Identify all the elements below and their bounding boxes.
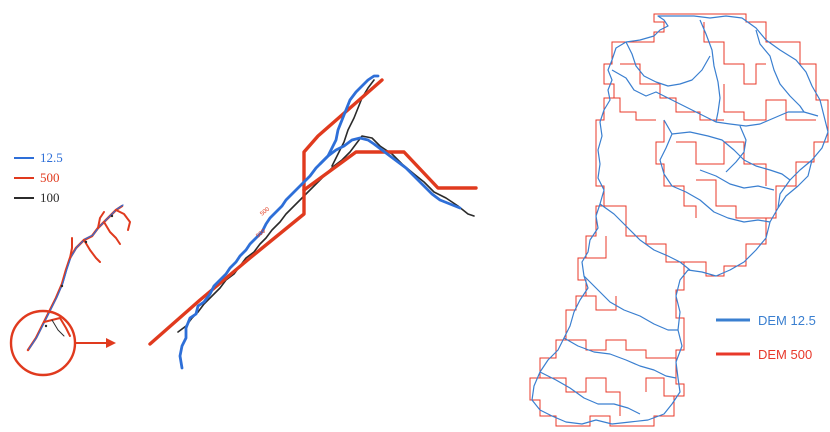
dem-500-boundaries bbox=[529, 13, 829, 427]
zoom-line-100 bbox=[177, 135, 475, 333]
right-legend-label-dem-500: DEM 500 bbox=[758, 347, 812, 362]
dem-500-interior-12 bbox=[604, 97, 656, 121]
zoom-line-500-branch bbox=[302, 150, 478, 192]
dem-12-5-divide-9 bbox=[563, 337, 677, 379]
dem-500-interior-13 bbox=[576, 295, 617, 311]
overview-branch-2 bbox=[97, 211, 105, 229]
dem-12-5-divide-5 bbox=[671, 131, 791, 181]
right-legend-label-dem-12-5: DEM 12.5 bbox=[758, 313, 816, 328]
right-legend-item-dem-12-5: DEM 12.5 bbox=[716, 313, 816, 328]
dem-12-5-boundaries bbox=[531, 15, 829, 425]
dem-12-5-outer bbox=[531, 15, 829, 425]
dem-500-outer bbox=[529, 13, 829, 427]
zoom-line-12-5-main bbox=[178, 74, 380, 370]
zoomed-river-detail: 500 500 bbox=[148, 74, 478, 370]
watershed-map bbox=[529, 13, 829, 427]
dem-12-5-divide-11 bbox=[625, 41, 711, 87]
zoom-line-100-upper bbox=[331, 79, 375, 167]
left-legend: 12.5 500 100 bbox=[14, 150, 63, 205]
overview-branch-4 bbox=[115, 209, 131, 231]
dem-500-interior-2 bbox=[703, 22, 766, 85]
zoom-arrow bbox=[76, 338, 116, 348]
zoom-label-b: 500 bbox=[255, 228, 267, 239]
dem-500-interior-9 bbox=[566, 339, 676, 359]
dem-12-5-divide-6 bbox=[699, 169, 775, 191]
legend-label-500: 500 bbox=[40, 170, 60, 185]
overview-branch-5 bbox=[83, 239, 101, 263]
dem-500-interior-11 bbox=[645, 377, 674, 397]
overview-branch-7 bbox=[51, 319, 65, 337]
dem-12-5-divide-13 bbox=[777, 159, 813, 209]
overview-trunk-blue bbox=[28, 204, 124, 350]
dem-500-interior-6 bbox=[696, 179, 766, 219]
dem-12-5-divide-3 bbox=[755, 29, 805, 113]
dem-500-interior-10 bbox=[540, 377, 621, 416]
legend-item-100: 100 bbox=[14, 190, 60, 205]
dem-12-5-divide-7 bbox=[599, 203, 691, 271]
dem-500-interior-3 bbox=[723, 84, 816, 121]
legend-item-12-5: 12.5 bbox=[14, 150, 63, 165]
zoom-line-12-5-branch bbox=[318, 136, 462, 210]
dem-12-5-divide-1 bbox=[611, 69, 819, 127]
legend-item-500: 500 bbox=[14, 170, 60, 185]
dem-500-interior-7 bbox=[604, 205, 684, 263]
zoom-label-a: 500 bbox=[259, 206, 271, 217]
overview-branch-6 bbox=[43, 317, 71, 337]
overview-river-network bbox=[26, 204, 131, 352]
right-legend-item-dem-500: DEM 500 bbox=[716, 347, 812, 362]
dem-12-5-divide-10 bbox=[539, 371, 641, 415]
dem-12-5-divide-12 bbox=[725, 125, 747, 173]
right-legend: DEM 12.5 DEM 500 bbox=[716, 313, 816, 362]
dem-12-5-divide-4 bbox=[659, 119, 771, 223]
dem-12-5-divide-2 bbox=[699, 19, 721, 123]
legend-label-12-5: 12.5 bbox=[40, 150, 63, 165]
dem-12-5-divide-8 bbox=[583, 275, 678, 331]
zoom-circle bbox=[9, 309, 77, 377]
overview-branch-1 bbox=[69, 237, 73, 259]
legend-label-100: 100 bbox=[40, 190, 60, 205]
overview-branch-3 bbox=[103, 221, 121, 245]
overview-node-markers bbox=[44, 214, 114, 328]
zoom-line-500-main bbox=[148, 78, 384, 346]
dem-500-interior-8 bbox=[586, 236, 607, 259]
